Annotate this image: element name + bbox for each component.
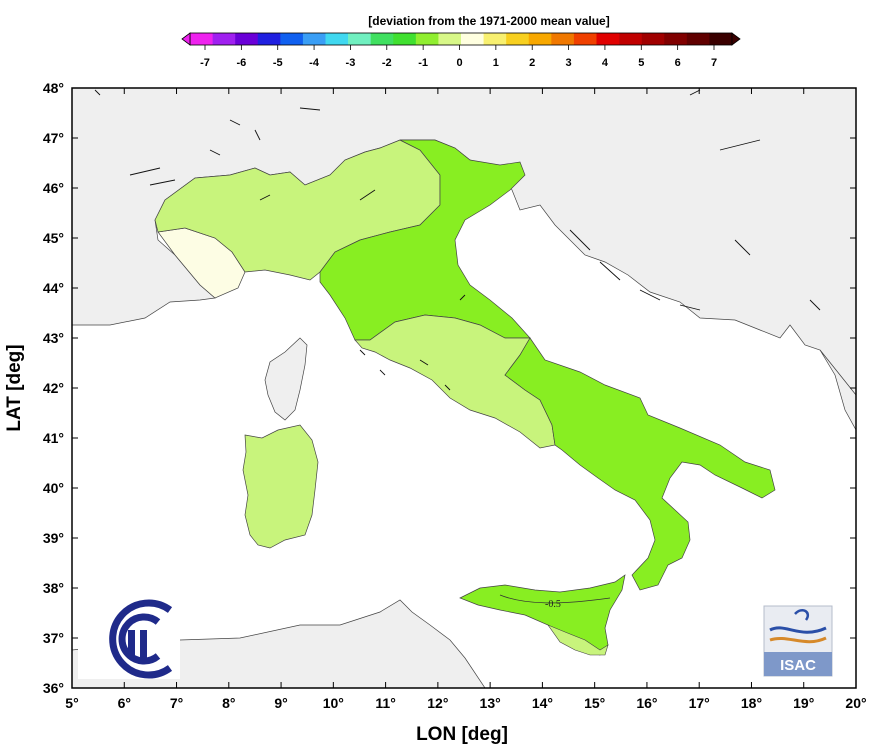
colorbar-swatch (325, 33, 349, 45)
lon-tick-label: 8° (222, 695, 235, 711)
lat-tick-label: 41° (43, 430, 64, 446)
lat-tick-label: 36° (43, 680, 64, 696)
colorbar-label: 2 (529, 57, 535, 69)
colorbar-right-arrow (731, 32, 741, 46)
lon-tick-label: 9° (274, 695, 287, 711)
lat-tick-label: 42° (43, 380, 64, 396)
colorbar-label: 5 (638, 57, 644, 69)
anomaly-region-south-medium (504, 337, 776, 591)
colorbar-label: -1 (418, 57, 428, 69)
lon-ticks: 5° 6° 7° 8° 9° 10° 11° 12° 13° 14° 15° 16° 17° 18° 19°… (65, 88, 867, 711)
colorbar-swatch (528, 33, 552, 45)
colorbar-label: 1 (493, 57, 499, 69)
colorbar-label: 7 (711, 57, 717, 69)
colorbar-label: -5 (273, 57, 283, 69)
x-axis-title: LON [deg] (416, 724, 508, 745)
colorbar-swatch (686, 33, 710, 45)
colorbar-label: 3 (566, 57, 572, 69)
isac-logo-icon: ISAC (763, 605, 833, 677)
colorbar-swatch (415, 33, 439, 45)
contour-label: -0.5 (545, 599, 561, 610)
colorbar-swatch (483, 33, 507, 45)
lon-tick-label: 17° (689, 695, 710, 711)
colorbar-swatch (596, 33, 620, 45)
colorbar-swatch (573, 33, 597, 45)
lon-tick-label: 10° (323, 695, 344, 711)
colorbar-swatch (348, 33, 371, 45)
colorbar-swatch (461, 33, 484, 45)
colorbar-label: 6 (675, 57, 681, 69)
y-axis-title: LAT [deg] (4, 344, 25, 431)
colorbar-swatch (393, 33, 417, 45)
colorbar-swatch (212, 33, 236, 45)
lon-tick-label: 15° (584, 695, 605, 711)
lon-tick-label: 11° (375, 695, 395, 711)
coast-detail (94, 89, 821, 391)
colorbar-swatch (302, 33, 326, 45)
colorbar-swatch (506, 33, 530, 45)
colorbar-swatch (257, 33, 281, 45)
colorbar-swatch (709, 33, 733, 45)
lat-tick-label: 44° (43, 280, 64, 296)
anomaly-region-sicily (459, 574, 626, 656)
colorbar-labels: -7 -6 -5 -4 -3 -2 -1 0 1 2 3 4 5 6 7 (200, 45, 717, 69)
colorbar-swatch (641, 33, 665, 45)
colorbar-title: [deviation from the 1971-2000 mean value… (368, 14, 609, 28)
colorbar-swatch (370, 33, 394, 45)
land-corsica (264, 337, 308, 421)
colorbar-swatch (619, 33, 642, 45)
lon-tick-label: 13° (480, 695, 501, 711)
colorbar-swatch (190, 33, 213, 45)
colorbar-label: -4 (309, 57, 320, 69)
colorbar-label: 4 (602, 57, 609, 69)
lon-tick-label: 19° (793, 695, 814, 711)
lat-tick-label: 46° (43, 180, 64, 196)
lon-tick-label: 5° (65, 695, 78, 711)
lat-tick-label: 39° (43, 530, 64, 546)
lon-tick-label: 7° (170, 695, 183, 711)
colorbar: [deviation from the 1971-2000 mean value… (181, 14, 741, 69)
colorbar-label: -2 (382, 57, 392, 69)
colorbar-label: -3 (346, 57, 356, 69)
anomaly-region-sicily-southeast (547, 624, 609, 656)
colorbar-swatch (280, 33, 304, 45)
lon-tick-label: 6° (118, 695, 131, 711)
lon-tick-label: 20° (845, 695, 866, 711)
colorbar-swatch (235, 33, 259, 45)
contour-line (499, 594, 611, 604)
lat-tick-label: 37° (43, 630, 64, 646)
colorbar-label: -7 (200, 57, 210, 69)
lon-tick-label: 14° (532, 695, 553, 711)
lat-tick-label: 47° (43, 130, 64, 146)
lat-tick-label: 45° (43, 230, 64, 246)
colorbar-swatch (438, 33, 462, 45)
colorbar-label: 0 (456, 57, 462, 69)
lon-tick-label: 12° (427, 695, 448, 711)
colorbar-label: -6 (236, 57, 246, 69)
lat-tick-label: 40° (43, 480, 64, 496)
lat-ticks: 48° 47° 46° 45° 44° 43° 42° 41° 40° 39° 38° 37° 36° (43, 80, 856, 696)
colorbar-swatch (664, 33, 688, 45)
lon-tick-label: 18° (741, 695, 762, 711)
cnr-logo-icon (78, 595, 180, 679)
lat-tick-label: 43° (43, 330, 64, 346)
lat-tick-label: 48° (43, 80, 64, 96)
isac-logo-text: ISAC (780, 657, 816, 674)
lat-tick-label: 38° (43, 580, 64, 596)
colorbar-swatches (189, 32, 733, 46)
colorbar-swatch (551, 33, 575, 45)
colorbar-left-arrow (181, 32, 191, 46)
lon-tick-label: 16° (636, 695, 657, 711)
anomaly-region-sardinia (242, 424, 319, 549)
